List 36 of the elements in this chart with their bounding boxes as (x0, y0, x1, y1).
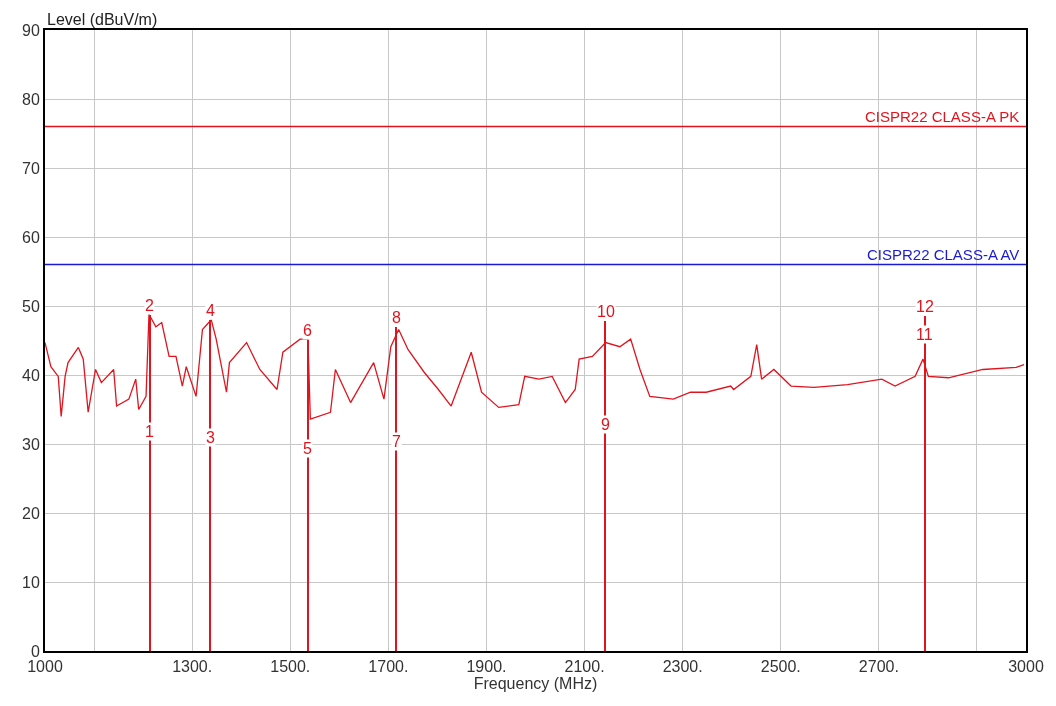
y-tick-label: 10 (22, 573, 40, 591)
annotation: 9 (601, 416, 610, 433)
y-tick-label: 40 (22, 366, 40, 384)
ref-line-label: CISPR22 CLASS-A AV (867, 246, 1020, 263)
annotation: 4 (206, 302, 215, 319)
annotation: 2 (145, 297, 154, 314)
y-tick-label: 0 (30, 642, 40, 660)
y-axis-title: Level (dBuV/m) (47, 11, 158, 28)
ref-line-label: CISPR22 CLASS-A PK (865, 108, 1020, 125)
x-tick-label: 2700. (858, 658, 899, 676)
annotation: 7 (392, 433, 401, 450)
y-tick-label: 20 (22, 504, 40, 522)
y-tick-label: 60 (22, 228, 40, 246)
annotation: 11 (916, 326, 933, 343)
annotation: 6 (303, 322, 312, 339)
y-tick-label: 90 (22, 21, 40, 39)
x-tick-label: 1000 (27, 658, 63, 676)
x-tick-label: 1900. (466, 658, 507, 676)
annotation: 12 (916, 298, 934, 315)
annotation: 5 (303, 440, 312, 457)
x-tick-label: 1300. (172, 658, 213, 676)
x-tick-label: 3000 (1008, 658, 1044, 676)
y-tick-label: 30 (22, 435, 40, 453)
x-tick-label: 2500. (760, 658, 801, 676)
y-tick-label: 70 (22, 159, 40, 177)
x-tick-label: 2100. (564, 658, 605, 676)
annotation: 10 (597, 303, 615, 320)
annotation: 8 (392, 309, 401, 326)
x-axis-title: Frequency (MHz) (473, 675, 598, 693)
x-tick-label: 1500. (270, 658, 311, 676)
x-tick-label: 2300. (662, 658, 703, 676)
x-tick-label: 1700. (368, 658, 409, 676)
y-tick-label: 80 (22, 90, 40, 108)
annotation: 1 (145, 423, 154, 440)
y-tick-label: 50 (22, 297, 40, 315)
annotation: 3 (206, 429, 215, 446)
